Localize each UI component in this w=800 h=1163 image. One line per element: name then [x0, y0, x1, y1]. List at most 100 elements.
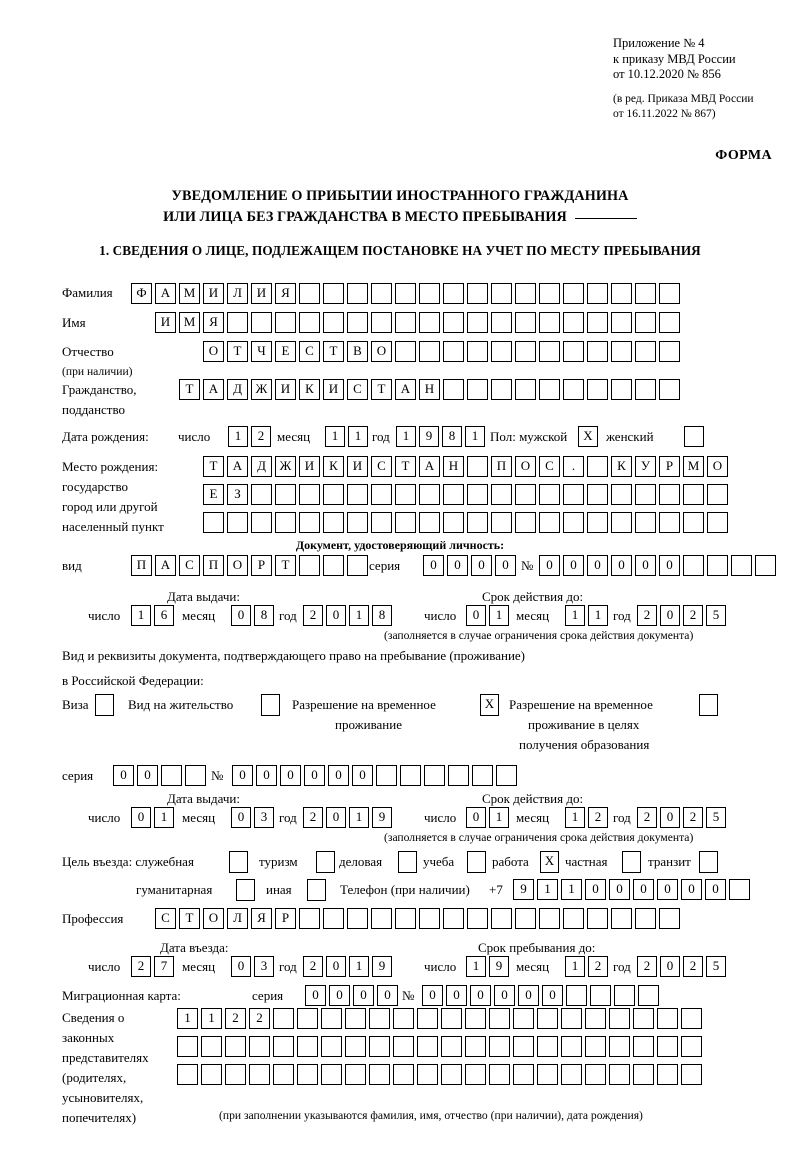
char-cell[interactable]	[539, 283, 560, 304]
char-cell[interactable]	[419, 283, 440, 304]
char-cell[interactable]	[275, 484, 296, 505]
char-cell[interactable]	[515, 484, 536, 505]
doc-issue-month-2[interactable]: 8	[254, 605, 274, 626]
char-cell[interactable]: 0	[611, 555, 632, 576]
char-cell[interactable]: 0	[609, 879, 630, 900]
char-cell[interactable]: Р	[275, 908, 296, 929]
char-cell[interactable]: С	[299, 341, 320, 362]
char-cell[interactable]: Н	[419, 379, 440, 400]
char-cell[interactable]: 0	[329, 985, 350, 1006]
permit-issue-year-4[interactable]: 9	[372, 807, 392, 828]
char-cell[interactable]	[491, 341, 512, 362]
char-cell[interactable]	[489, 1008, 510, 1029]
char-cell[interactable]: А	[419, 456, 440, 477]
char-cell[interactable]: 0	[328, 765, 349, 786]
char-cell[interactable]	[539, 379, 560, 400]
char-cell[interactable]	[297, 1036, 318, 1057]
char-cell[interactable]	[347, 312, 368, 333]
char-cell[interactable]: 0	[585, 879, 606, 900]
char-cell[interactable]: О	[371, 341, 392, 362]
char-cell[interactable]	[299, 484, 320, 505]
char-cell[interactable]	[323, 283, 344, 304]
char-cell[interactable]	[371, 908, 392, 929]
char-cell[interactable]	[419, 908, 440, 929]
char-cell[interactable]	[417, 1008, 438, 1029]
char-cell[interactable]: 0	[471, 555, 492, 576]
char-cell[interactable]: А	[395, 379, 416, 400]
char-cell[interactable]	[345, 1008, 366, 1029]
reps-line-2-cells[interactable]	[177, 1036, 702, 1057]
char-cell[interactable]	[323, 908, 344, 929]
char-cell[interactable]	[539, 512, 560, 533]
doc-valid-day-1[interactable]: 0	[466, 605, 486, 626]
entry-day-1[interactable]: 2	[131, 956, 151, 977]
char-cell[interactable]: Ж	[251, 379, 272, 400]
char-cell[interactable]	[395, 908, 416, 929]
doc-issue-month-1[interactable]: 0	[231, 605, 251, 626]
char-cell[interactable]	[467, 341, 488, 362]
char-cell[interactable]	[395, 312, 416, 333]
doc-issue-day-2[interactable]: 6	[154, 605, 174, 626]
char-cell[interactable]: 0	[495, 555, 516, 576]
doc-issue-year-3[interactable]: 1	[349, 605, 369, 626]
permit-valid-day-1[interactable]: 0	[466, 807, 486, 828]
char-cell[interactable]: 0	[305, 985, 326, 1006]
char-cell[interactable]: М	[179, 312, 200, 333]
char-cell[interactable]: Ч	[251, 341, 272, 362]
char-cell[interactable]	[369, 1064, 390, 1085]
char-cell[interactable]	[299, 908, 320, 929]
permit-valid-year-4[interactable]: 5	[706, 807, 726, 828]
char-cell[interactable]	[419, 341, 440, 362]
sex-female-checkbox[interactable]	[684, 426, 704, 447]
char-cell[interactable]: Ж	[275, 456, 296, 477]
char-cell[interactable]: К	[299, 379, 320, 400]
char-cell[interactable]	[201, 1036, 222, 1057]
birth-place-line-3-cells[interactable]	[203, 512, 728, 533]
char-cell[interactable]: 0	[447, 555, 468, 576]
char-cell[interactable]: Я	[275, 283, 296, 304]
char-cell[interactable]: П	[203, 555, 224, 576]
char-cell[interactable]: 0	[681, 879, 702, 900]
char-cell[interactable]	[299, 512, 320, 533]
char-cell[interactable]: С	[347, 379, 368, 400]
char-cell[interactable]	[443, 484, 464, 505]
char-cell[interactable]	[177, 1064, 198, 1085]
char-cell[interactable]: Е	[275, 341, 296, 362]
char-cell[interactable]: 0	[659, 555, 680, 576]
permit-issue-year-3[interactable]: 1	[349, 807, 369, 828]
char-cell[interactable]	[347, 908, 368, 929]
char-cell[interactable]	[681, 1008, 702, 1029]
char-cell[interactable]	[323, 555, 344, 576]
char-cell[interactable]	[419, 312, 440, 333]
char-cell[interactable]	[635, 341, 656, 362]
char-cell[interactable]: Е	[203, 484, 224, 505]
birth-year-1[interactable]: 1	[396, 426, 416, 447]
temp-residence-checkbox[interactable]: X	[480, 694, 499, 716]
char-cell[interactable]: 0	[446, 985, 467, 1006]
entry-day-2[interactable]: 7	[154, 956, 174, 977]
permit-valid-year-1[interactable]: 2	[637, 807, 657, 828]
doc-valid-month-1[interactable]: 1	[565, 605, 585, 626]
char-cell[interactable]	[635, 484, 656, 505]
char-cell[interactable]	[491, 512, 512, 533]
char-cell[interactable]: 1	[537, 879, 558, 900]
char-cell[interactable]	[467, 512, 488, 533]
char-cell[interactable]: В	[347, 341, 368, 362]
birth-year-2[interactable]: 9	[419, 426, 439, 447]
char-cell[interactable]: С	[155, 908, 176, 929]
entry-year-1[interactable]: 2	[303, 956, 323, 977]
char-cell[interactable]	[419, 512, 440, 533]
char-cell[interactable]	[321, 1008, 342, 1029]
char-cell[interactable]	[491, 379, 512, 400]
birth-year-4[interactable]: 1	[465, 426, 485, 447]
char-cell[interactable]	[347, 555, 368, 576]
char-cell[interactable]	[659, 512, 680, 533]
char-cell[interactable]	[611, 283, 632, 304]
char-cell[interactable]	[467, 908, 488, 929]
char-cell[interactable]	[614, 985, 635, 1006]
